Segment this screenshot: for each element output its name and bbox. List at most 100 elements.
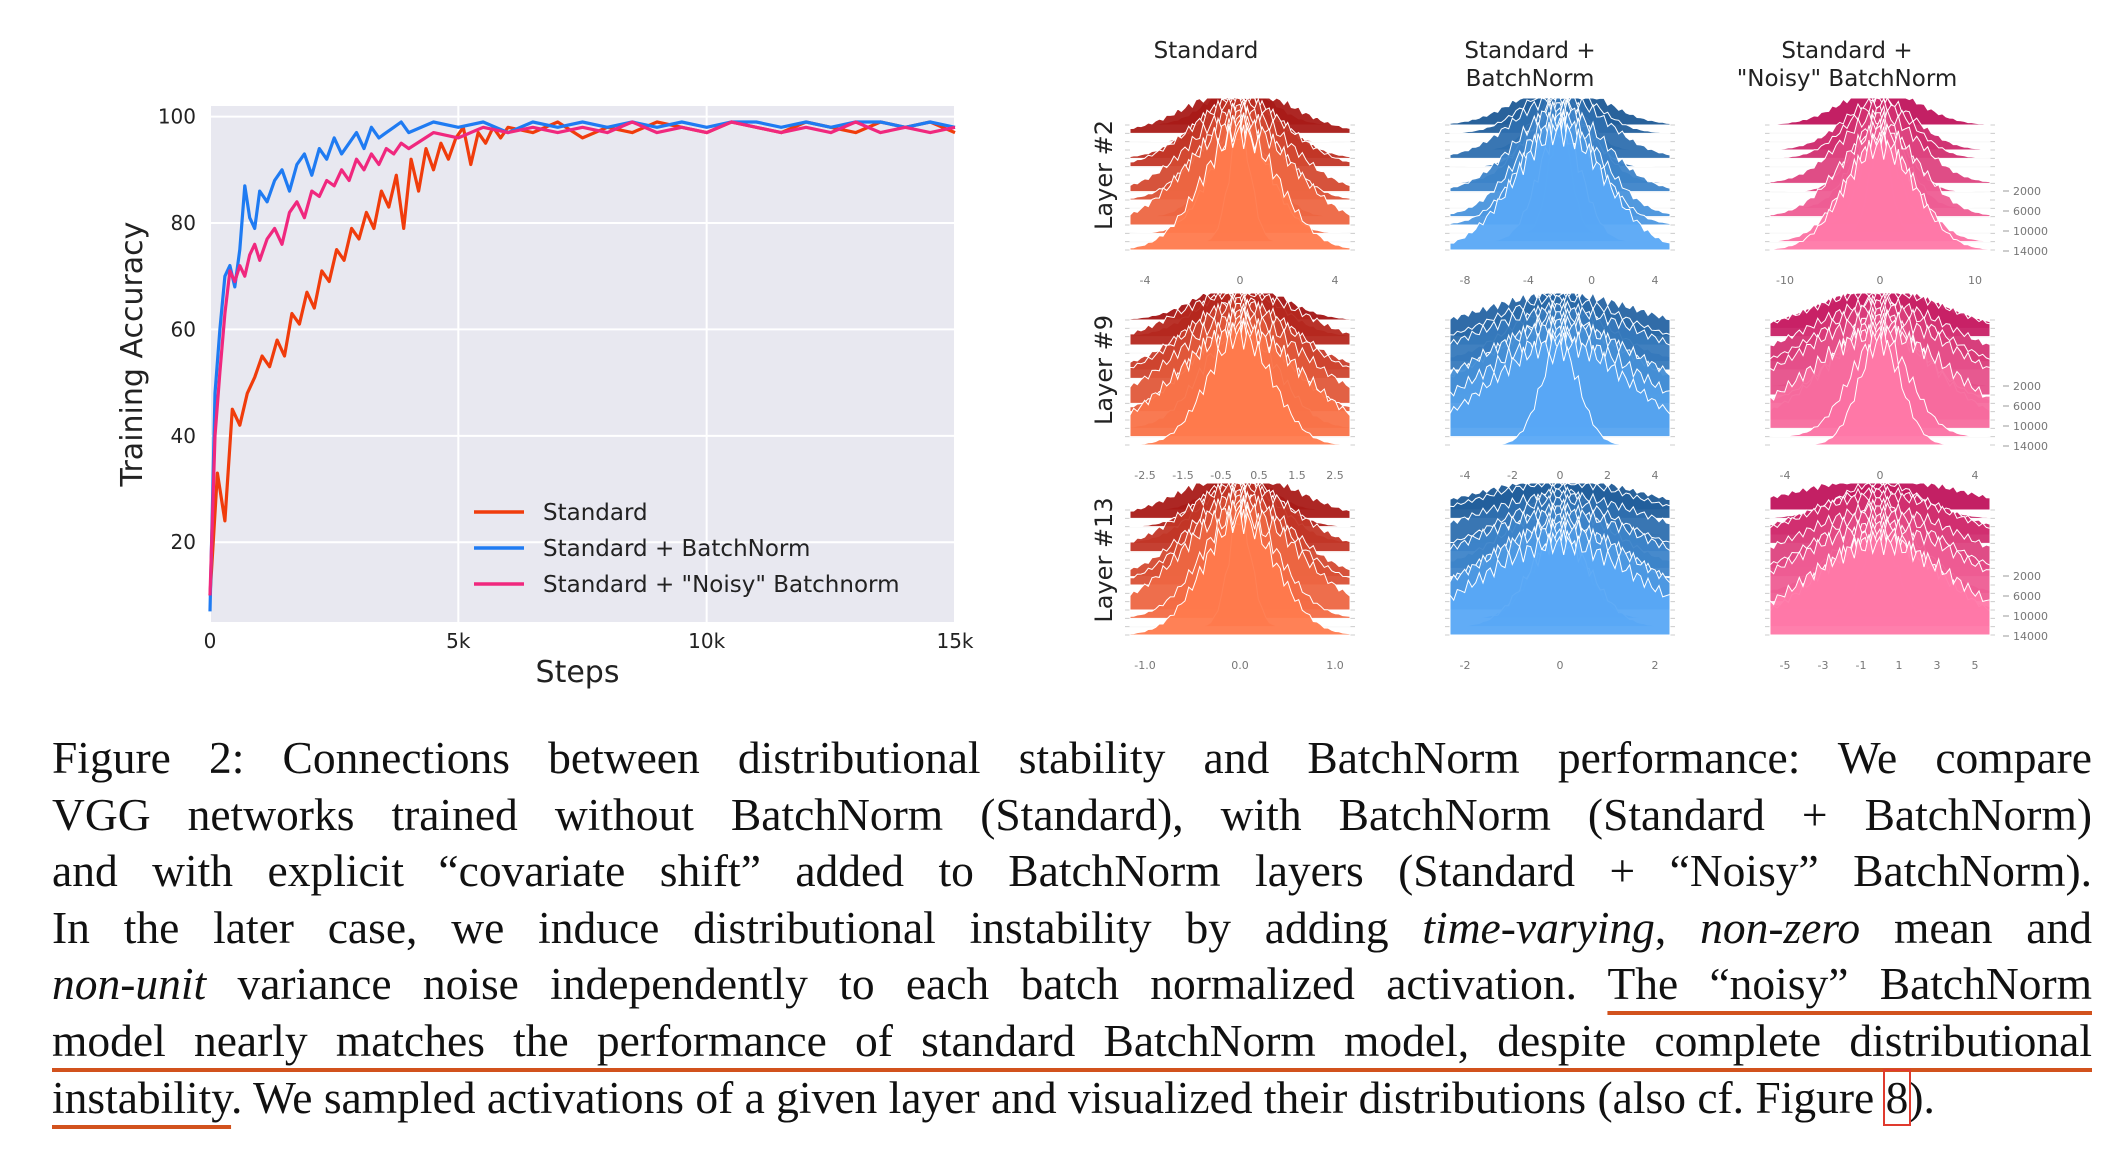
x-tick-label: 15k [936,629,973,653]
highlighted-text: The “noisy” BatchNorm [1607,958,2092,1010]
grid-lines [209,106,956,622]
panel-x-tick-label: -8 [1460,274,1471,287]
panel-x-tick-label: 0 [1557,659,1564,672]
panel-x-tick-label: -1.0 [1134,659,1155,672]
panel-x-tick-label: 0 [1877,274,1884,287]
ridge-density [1129,325,1351,446]
x-tick-label: 0 [204,629,217,653]
series-line-2 [208,120,956,596]
panel-x-tick-label: 2 [1604,469,1611,482]
caption-text: non-unit [52,958,207,1010]
step-label: 2000 [2013,185,2041,198]
figure-caption: Figure 2: Connections between distributi… [52,730,2092,1126]
ridge-density [1770,331,1990,446]
caption-line: instability. We sampled activations of a… [52,1068,2092,1127]
ridge-density [1450,338,1670,446]
panel-x-tick-label: 2 [1652,659,1659,672]
panel-x-tick-label: -2 [1507,469,1518,482]
caption-text: mean and [1860,901,2093,953]
ridge-panel-2-1: -2 0 2 [1445,482,1675,672]
caption-text: and with explicit “covariate shift” adde… [52,845,2092,897]
ridge-panel-2-2: -5 -3 -1 1 3 5 2000 6000 10000 14000 [1765,482,2048,672]
y-tick-label: 40 [171,424,196,448]
panel-x-tick-label: 2.5 [1326,469,1344,482]
step-label: 2000 [2013,570,2041,583]
y-tick-label: 80 [171,211,196,235]
legend-label-1: Standard + BatchNorm [543,536,810,562]
x-axis-label: Steps [536,655,620,690]
highlighted-text: instability [52,1071,232,1123]
ridge-panel-1-0: -2.5 -1.5 -0.5 0.5 1.5 2.5 [1125,291,1355,482]
caption-text: variance noise independently to each bat… [206,958,1608,1010]
step-label: 14000 [2013,245,2048,258]
row-label: Layer #13 [1090,497,1118,622]
caption-text: Figure 2: Connections between distributi… [52,732,2092,783]
highlighted-text: model nearly matches the performance of … [52,1014,2092,1066]
caption-text: VGG networks trained without BatchNorm (… [52,788,2092,840]
panel-x-tick-label: -1.5 [1172,469,1193,482]
step-label: 14000 [2013,630,2048,643]
caption-line: Figure 2: Connections between distributi… [52,730,2092,787]
step-label: 14000 [2013,440,2048,453]
column-title: Standard + [1781,38,1912,64]
step-label: 10000 [2013,420,2048,433]
panel-x-tick-label: -2 [1460,659,1471,672]
row-label: Layer #9 [1090,315,1118,425]
caption-line: VGG networks trained without BatchNorm (… [52,787,2092,844]
step-label: 2000 [2013,380,2041,393]
panel-x-tick-label: 0.5 [1250,469,1268,482]
panel-x-tick-label: 10 [1968,274,1982,287]
column-title: Standard [1154,38,1259,64]
panel-x-tick-label: 4 [1972,469,1979,482]
y-axis-label: Training Accuracy [115,222,150,488]
caption-line: and with explicit “covariate shift” adde… [52,843,2092,900]
step-label: 10000 [2013,225,2048,238]
caption-text: non-zero [1700,901,1861,953]
ridge-density [1769,136,1991,251]
ridge-panel-0-0: -4 0 4 [1125,96,1355,287]
column-title: "Noisy" BatchNorm [1737,66,1958,92]
training-accuracy-chart: 0 5k 10k 15k 20 40 60 80 100 Steps Training Accura… [115,105,974,690]
panel-x-tick-label: 0 [1588,274,1595,287]
ridge-density [1449,533,1671,636]
step-label: 6000 [2013,590,2041,603]
figure-reference-link[interactable]: 8 [1882,1068,1912,1126]
legend: Standard Standard + BatchNorm Standard + "… [474,500,899,598]
ridge-panel-0-2: -10 0 10 2000 6000 10000 14000 [1765,96,2048,287]
panel-x-tick-label: -1 [1856,659,1867,672]
panel-x-tick-label: 1.0 [1326,659,1344,672]
caption-text: In the later case, we induce distributio… [52,901,1423,953]
panel-x-tick-label: -4 [1523,274,1534,287]
caption-text: . We sampled activations of a given laye… [231,1071,1886,1123]
panel-x-tick-label: 1.5 [1288,469,1306,482]
column-title: Standard + [1464,38,1595,64]
plot-area [210,106,955,622]
x-tick-label: 5k [446,629,471,653]
ridge-panel-1-2: -4 0 4 2000 6000 10000 14000 [1765,291,2048,482]
panel-x-tick-label: 0 [1237,274,1244,287]
step-label: 6000 [2013,400,2041,413]
panel-x-tick-label: 4 [1332,274,1339,287]
panel-x-tick-label: -4 [1140,274,1151,287]
panel-x-tick-label: -5 [1780,659,1791,672]
panel-x-tick-label: -4 [1780,469,1791,482]
ridge-density [1769,534,1991,636]
y-tick-label: 100 [158,105,196,129]
step-label: 6000 [2013,205,2041,218]
ridge-density [1449,120,1671,251]
panel-x-tick-label: 3 [1934,659,1941,672]
panel-x-tick-label: -0.5 [1210,469,1231,482]
panel-x-tick-label: 0 [1877,469,1884,482]
caption-text: time-varying [1422,901,1655,953]
step-label: 10000 [2013,610,2048,623]
column-title: BatchNorm [1466,66,1595,92]
panel-x-tick-label: 1 [1896,659,1903,672]
ridge-panel-1-1: -4 -2 0 2 4 [1445,291,1675,482]
panel-x-tick-label: -4 [1460,469,1471,482]
row-label: Layer #2 [1090,120,1118,230]
caption-line: In the later case, we induce distributio… [52,900,2092,957]
ridge-density [1129,508,1351,636]
panel-x-tick-label: -10 [1776,274,1794,287]
caption-text: ). [1908,1071,1935,1123]
